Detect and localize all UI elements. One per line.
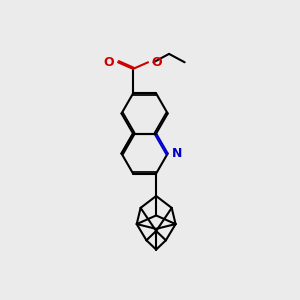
Text: O: O [151,56,162,69]
Text: N: N [172,147,182,160]
Text: O: O [104,56,115,69]
